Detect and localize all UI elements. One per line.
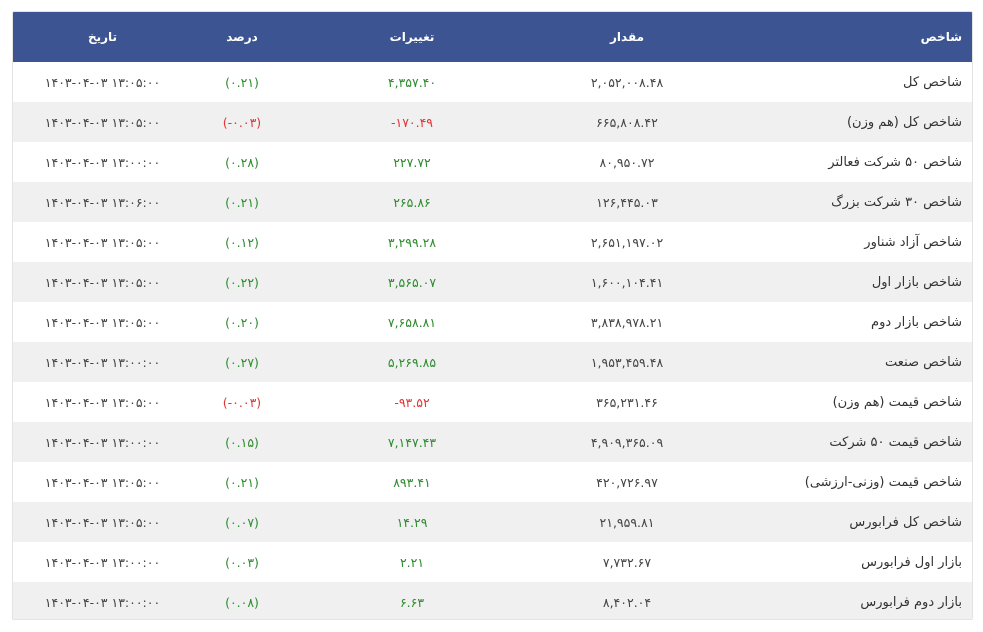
index-name: شاخص بازار اول <box>722 262 972 302</box>
index-date: ۱۴۰۳-۰۴-۰۳ ۱۳:۰۵:۰۰ <box>44 74 161 90</box>
table-row[interactable]: شاخص کل ۲,۰۵۲,۰۰۸.۴۸ ۴,۳۵۷.۴۰ (۰.۲۱) ۱۴۰۳-۰۴… <box>13 62 972 102</box>
table-row[interactable]: شاخص ۳۰ شرکت بزرگ ۱۲۶,۴۴۵.۰۳ ۲۶۵.۸۶ (۰.۲۱) ۱… <box>13 182 972 222</box>
table-row[interactable]: شاخص ۵۰ شرکت فعالتر ۸۰,۹۵۰.۷۲ ۲۲۷.۷۲ (۰.۲۸)… <box>13 142 972 182</box>
index-percent: (۰.۰۳) <box>225 554 259 570</box>
index-change: ۸۹۳.۴۱ <box>393 474 431 490</box>
table-row[interactable]: شاخص بازار دوم ۳,۸۳۸,۹۷۸.۲۱ ۷,۶۵۸.۸۱ (۰.۲۰)… <box>13 302 972 342</box>
index-value: ۶۶۵,۸۰۸.۴۲ <box>532 102 722 142</box>
table-row[interactable]: بازار اول فرابورس ۷,۷۳۲.۶۷ ۲.۲۱ (۰.۰۳) ۱۴۰۳-… <box>13 542 972 582</box>
index-percent: (۰.۱۵) <box>192 422 292 462</box>
index-name: شاخص کل <box>903 74 962 90</box>
index-date: ۱۴۰۳-۰۴-۰۳ ۱۳:۰۵:۰۰ <box>13 102 192 142</box>
index-value: ۱۲۶,۴۴۵.۰۳ <box>532 182 722 222</box>
index-change: ۷,۱۴۷.۴۳ <box>292 422 532 462</box>
table-row[interactable]: شاخص قیمت (وزنی-ارزشی) ۴۲۰,۷۲۶.۹۷ ۸۹۳.۴۱ (۰… <box>13 462 972 502</box>
header-row: شاخص مقدار تغییرات درصد تاریخ <box>13 12 972 62</box>
index-name: بازار دوم فرابورس <box>722 582 972 619</box>
index-name: بازار اول فرابورس <box>861 554 962 570</box>
index-percent: (۰.۲۱) <box>225 74 259 90</box>
index-date: ۱۴۰۳-۰۴-۰۳ ۱۳:۰۰:۰۰ <box>44 154 161 170</box>
index-name: شاخص کل فرابورس <box>722 502 972 542</box>
index-date: ۱۴۰۳-۰۴-۰۳ ۱۳:۰۰:۰۰ <box>13 422 192 462</box>
index-percent: (-۰.۰۳) <box>222 394 262 410</box>
market-index-table: شاخص مقدار تغییرات درصد تاریخ شاخص کل ۲,۰… <box>13 12 972 619</box>
index-percent: (۰.۲۷) <box>192 342 292 382</box>
index-date: ۱۴۰۳-۰۴-۰۳ ۱۳:۰۵:۰۰ <box>13 262 192 302</box>
header-percent[interactable]: درصد <box>192 12 292 62</box>
index-change: ۴,۳۵۷.۴۰ <box>387 74 437 90</box>
index-percent: (۰.۲۱) <box>192 182 292 222</box>
header-date[interactable]: تاریخ <box>13 12 192 62</box>
index-name: شاخص قیمت (وزنی-ارزشی) <box>804 474 962 490</box>
index-percent: (۰.۰۷) <box>192 502 292 542</box>
index-date: ۱۴۰۳-۰۴-۰۳ ۱۳:۰۰:۰۰ <box>13 342 192 382</box>
index-date: ۱۴۰۳-۰۴-۰۳ ۱۳:۰۵:۰۰ <box>13 502 192 542</box>
index-change: ۳,۲۹۹.۲۸ <box>387 234 437 250</box>
table-row[interactable]: بازار دوم فرابورس ۸,۴۰۲.۰۴ ۶.۶۳ (۰.۰۸) ۱۴۰۳-… <box>13 582 972 619</box>
table-row[interactable]: شاخص قیمت (هم وزن) ۳۶۵,۲۳۱.۴۶ -۹۳.۵۲ (-۰.۰۳… <box>13 382 972 422</box>
index-change: ۶.۶۳ <box>292 582 532 619</box>
index-value: ۳,۸۳۸,۹۷۸.۲۱ <box>590 314 664 330</box>
index-value: ۷,۷۳۲.۶۷ <box>602 554 652 570</box>
index-change: ۳,۵۶۵.۰۷ <box>292 262 532 302</box>
index-percent: (۰.۲۲) <box>192 262 292 302</box>
index-percent: (۰.۲۸) <box>225 154 259 170</box>
index-percent: (۰.۲۰) <box>225 314 259 330</box>
index-change: ۲.۲۱ <box>399 554 425 570</box>
index-name: شاخص آزاد شناور <box>864 234 962 250</box>
table-row[interactable]: شاخص آزاد شناور ۲,۶۵۱,۱۹۷.۰۲ ۳,۲۹۹.۲۸ (۰.۱۲… <box>13 222 972 262</box>
index-change: ۵,۲۶۹.۸۵ <box>292 342 532 382</box>
header-name[interactable]: شاخص <box>722 12 972 62</box>
index-percent: (۰.۰۸) <box>192 582 292 619</box>
index-date: ۱۴۰۳-۰۴-۰۳ ۱۳:۰۰:۰۰ <box>13 582 192 619</box>
table-row[interactable]: شاخص صنعت ۱,۹۵۳,۴۵۹.۴۸ ۵,۲۶۹.۸۵ (۰.۲۷) ۱۴۰۳-… <box>13 342 972 382</box>
table-body: شاخص کل ۲,۰۵۲,۰۰۸.۴۸ ۴,۳۵۷.۴۰ (۰.۲۱) ۱۴۰۳-۰۴… <box>13 62 972 619</box>
index-percent: (۰.۱۲) <box>225 234 259 250</box>
index-change: ۲۶۵.۸۶ <box>292 182 532 222</box>
index-value: ۴۲۰,۷۲۶.۹۷ <box>596 474 658 490</box>
index-change: ۱۴.۲۹ <box>292 502 532 542</box>
index-value: ۲,۶۵۱,۱۹۷.۰۲ <box>590 234 664 250</box>
index-value: ۳۶۵,۲۳۱.۴۶ <box>596 394 658 410</box>
index-date: ۱۴۰۳-۰۴-۰۳ ۱۳:۰۵:۰۰ <box>44 394 161 410</box>
table-row[interactable]: شاخص بازار اول ۱,۶۰۰,۱۰۴.۴۱ ۳,۵۶۵.۰۷ (۰.۲۲)… <box>13 262 972 302</box>
index-percent: (۰.۲۱) <box>225 474 259 490</box>
index-name: شاخص کل (هم وزن) <box>722 102 972 142</box>
index-name: شاخص صنعت <box>722 342 972 382</box>
index-date: ۱۴۰۳-۰۴-۰۳ ۱۳:۰۵:۰۰ <box>44 234 161 250</box>
header-change[interactable]: تغییرات <box>292 12 532 62</box>
index-change: -۹۳.۵۲ <box>394 394 430 410</box>
table-row[interactable]: شاخص کل (هم وزن) ۶۶۵,۸۰۸.۴۲ -۱۷۰.۴۹ (-۰.۰۳)… <box>13 102 972 142</box>
index-value: ۴,۹۰۹,۳۶۵.۰۹ <box>532 422 722 462</box>
table-row[interactable]: شاخص کل فرابورس ۲۱,۹۵۹.۸۱ ۱۴.۲۹ (۰.۰۷) ۱۴۰۳-… <box>13 502 972 542</box>
index-change: -۱۷۰.۴۹ <box>292 102 532 142</box>
header-value[interactable]: مقدار <box>532 12 722 62</box>
index-date: ۱۴۰۳-۰۴-۰۳ ۱۳:۰۰:۰۰ <box>44 554 161 570</box>
index-date: ۱۴۰۳-۰۴-۰۳ ۱۳:۰۶:۰۰ <box>13 182 192 222</box>
index-value: ۸,۴۰۲.۰۴ <box>532 582 722 619</box>
index-name: شاخص بازار دوم <box>871 314 962 330</box>
index-value: ۸۰,۹۵۰.۷۲ <box>599 154 655 170</box>
index-value: ۲۱,۹۵۹.۸۱ <box>532 502 722 542</box>
index-name: شاخص ۳۰ شرکت بزرگ <box>722 182 972 222</box>
table-row[interactable]: شاخص قیمت ۵۰ شرکت ۴,۹۰۹,۳۶۵.۰۹ ۷,۱۴۷.۴۳ (۰.… <box>13 422 972 462</box>
index-change: ۷,۶۵۸.۸۱ <box>387 314 437 330</box>
index-name: شاخص ۵۰ شرکت فعالتر <box>828 154 962 170</box>
index-change: ۲۲۷.۷۲ <box>393 154 431 170</box>
index-name: شاخص قیمت ۵۰ شرکت <box>722 422 972 462</box>
index-table-card: شاخص مقدار تغییرات درصد تاریخ شاخص کل ۲,۰… <box>12 11 973 620</box>
index-date: ۱۴۰۳-۰۴-۰۳ ۱۳:۰۵:۰۰ <box>44 314 161 330</box>
index-percent: (-۰.۰۳) <box>192 102 292 142</box>
index-value: ۲,۰۵۲,۰۰۸.۴۸ <box>590 74 664 90</box>
index-value: ۱,۹۵۳,۴۵۹.۴۸ <box>532 342 722 382</box>
index-date: ۱۴۰۳-۰۴-۰۳ ۱۳:۰۵:۰۰ <box>44 474 161 490</box>
index-value: ۱,۶۰۰,۱۰۴.۴۱ <box>532 262 722 302</box>
index-name: شاخص قیمت (هم وزن) <box>832 394 962 410</box>
table-header: شاخص مقدار تغییرات درصد تاریخ <box>13 12 972 62</box>
